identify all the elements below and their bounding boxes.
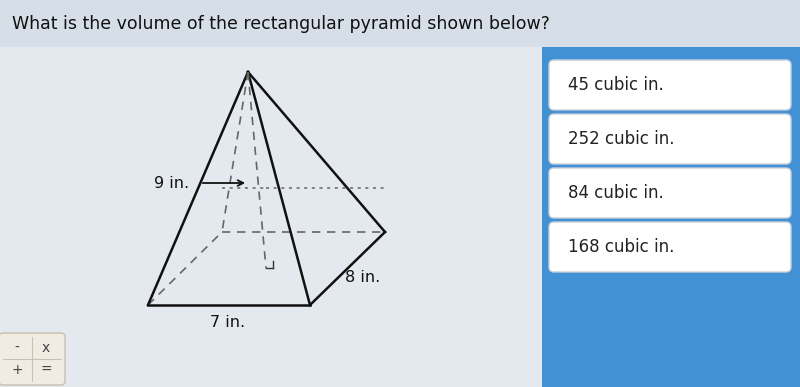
Text: 252 cubic in.: 252 cubic in. [568,130,674,148]
Text: x: x [42,341,50,355]
Text: -: - [14,341,19,355]
Text: 8 in.: 8 in. [345,270,380,285]
Text: What is the volume of the rectangular pyramid shown below?: What is the volume of the rectangular py… [12,15,550,33]
Text: 84 cubic in.: 84 cubic in. [568,184,664,202]
FancyBboxPatch shape [549,60,791,110]
Text: 45 cubic in.: 45 cubic in. [568,76,664,94]
Text: 7 in.: 7 in. [210,315,246,330]
Text: =: = [40,363,52,377]
FancyBboxPatch shape [0,0,800,47]
FancyBboxPatch shape [549,222,791,272]
FancyBboxPatch shape [0,47,800,387]
Text: 168 cubic in.: 168 cubic in. [568,238,674,256]
FancyBboxPatch shape [0,333,65,385]
FancyBboxPatch shape [549,168,791,218]
FancyBboxPatch shape [542,47,800,387]
Text: 9 in.: 9 in. [154,175,189,190]
Text: +: + [11,363,23,377]
FancyBboxPatch shape [549,114,791,164]
